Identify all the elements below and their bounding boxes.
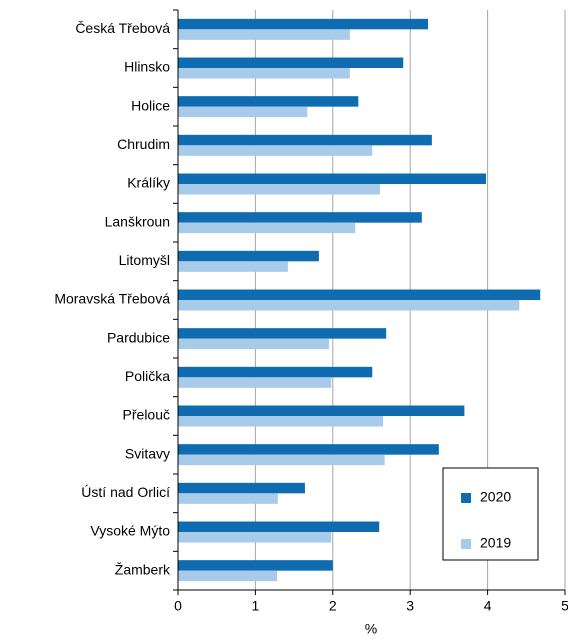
y-tick-label: Králíky [127, 175, 170, 191]
legend-box [442, 467, 539, 561]
bar [178, 570, 278, 582]
bar [178, 68, 350, 79]
x-tick-label: 4 [484, 598, 492, 614]
bar [178, 482, 305, 494]
y-tick-label: Lanškroun [105, 213, 170, 229]
bar [178, 493, 278, 504]
legend-label: 2020 [480, 489, 511, 505]
legend-swatch [461, 493, 471, 503]
bar [178, 145, 373, 156]
y-tick-label: Česká Třebová [75, 20, 170, 36]
x-tick-label: 3 [406, 598, 414, 614]
bar [178, 521, 380, 532]
y-tick-label: Žamberk [115, 561, 171, 577]
bar [178, 184, 381, 195]
legend-label: 2019 [480, 535, 511, 551]
bar [178, 560, 333, 571]
bar [178, 289, 541, 300]
y-tick-label: Ústí nad Orlicí [81, 484, 170, 500]
bar [178, 416, 384, 427]
y-tick-label: Vysoké Mýto [90, 523, 170, 539]
bar [178, 250, 319, 262]
x-axis-label: % [365, 621, 377, 637]
x-tick-label: 2 [329, 598, 337, 614]
bar [178, 261, 288, 272]
bar [178, 96, 359, 107]
bar [178, 212, 422, 223]
bar [178, 29, 350, 40]
y-tick-label: Polička [125, 368, 170, 384]
y-tick-label: Holice [131, 97, 170, 113]
y-tick-label: Litomyšl [119, 252, 170, 268]
bar [178, 532, 332, 543]
y-tick-label: Přelouč [123, 407, 170, 423]
bar [178, 173, 487, 184]
bar [178, 57, 404, 68]
x-tick-label: 0 [174, 598, 182, 614]
legend-swatch [461, 539, 471, 549]
y-tick-label: Hlinsko [124, 59, 170, 75]
bar [178, 338, 329, 350]
bar [178, 18, 429, 30]
x-tick-label: 1 [252, 598, 260, 614]
bar [178, 377, 332, 388]
y-tick-label: Pardubice [107, 329, 170, 345]
bar [178, 405, 465, 416]
bar [178, 366, 373, 378]
bar [178, 328, 387, 339]
bar [178, 222, 356, 234]
y-tick-label: Moravská Třebová [54, 291, 170, 307]
bar [178, 444, 439, 455]
y-tick-label: Svitavy [125, 445, 170, 461]
bar [178, 300, 520, 311]
bar [178, 134, 432, 146]
bar [178, 454, 385, 466]
bar [178, 106, 308, 118]
y-tick-label: Chrudim [117, 136, 170, 152]
x-tick-label: 5 [561, 598, 568, 614]
